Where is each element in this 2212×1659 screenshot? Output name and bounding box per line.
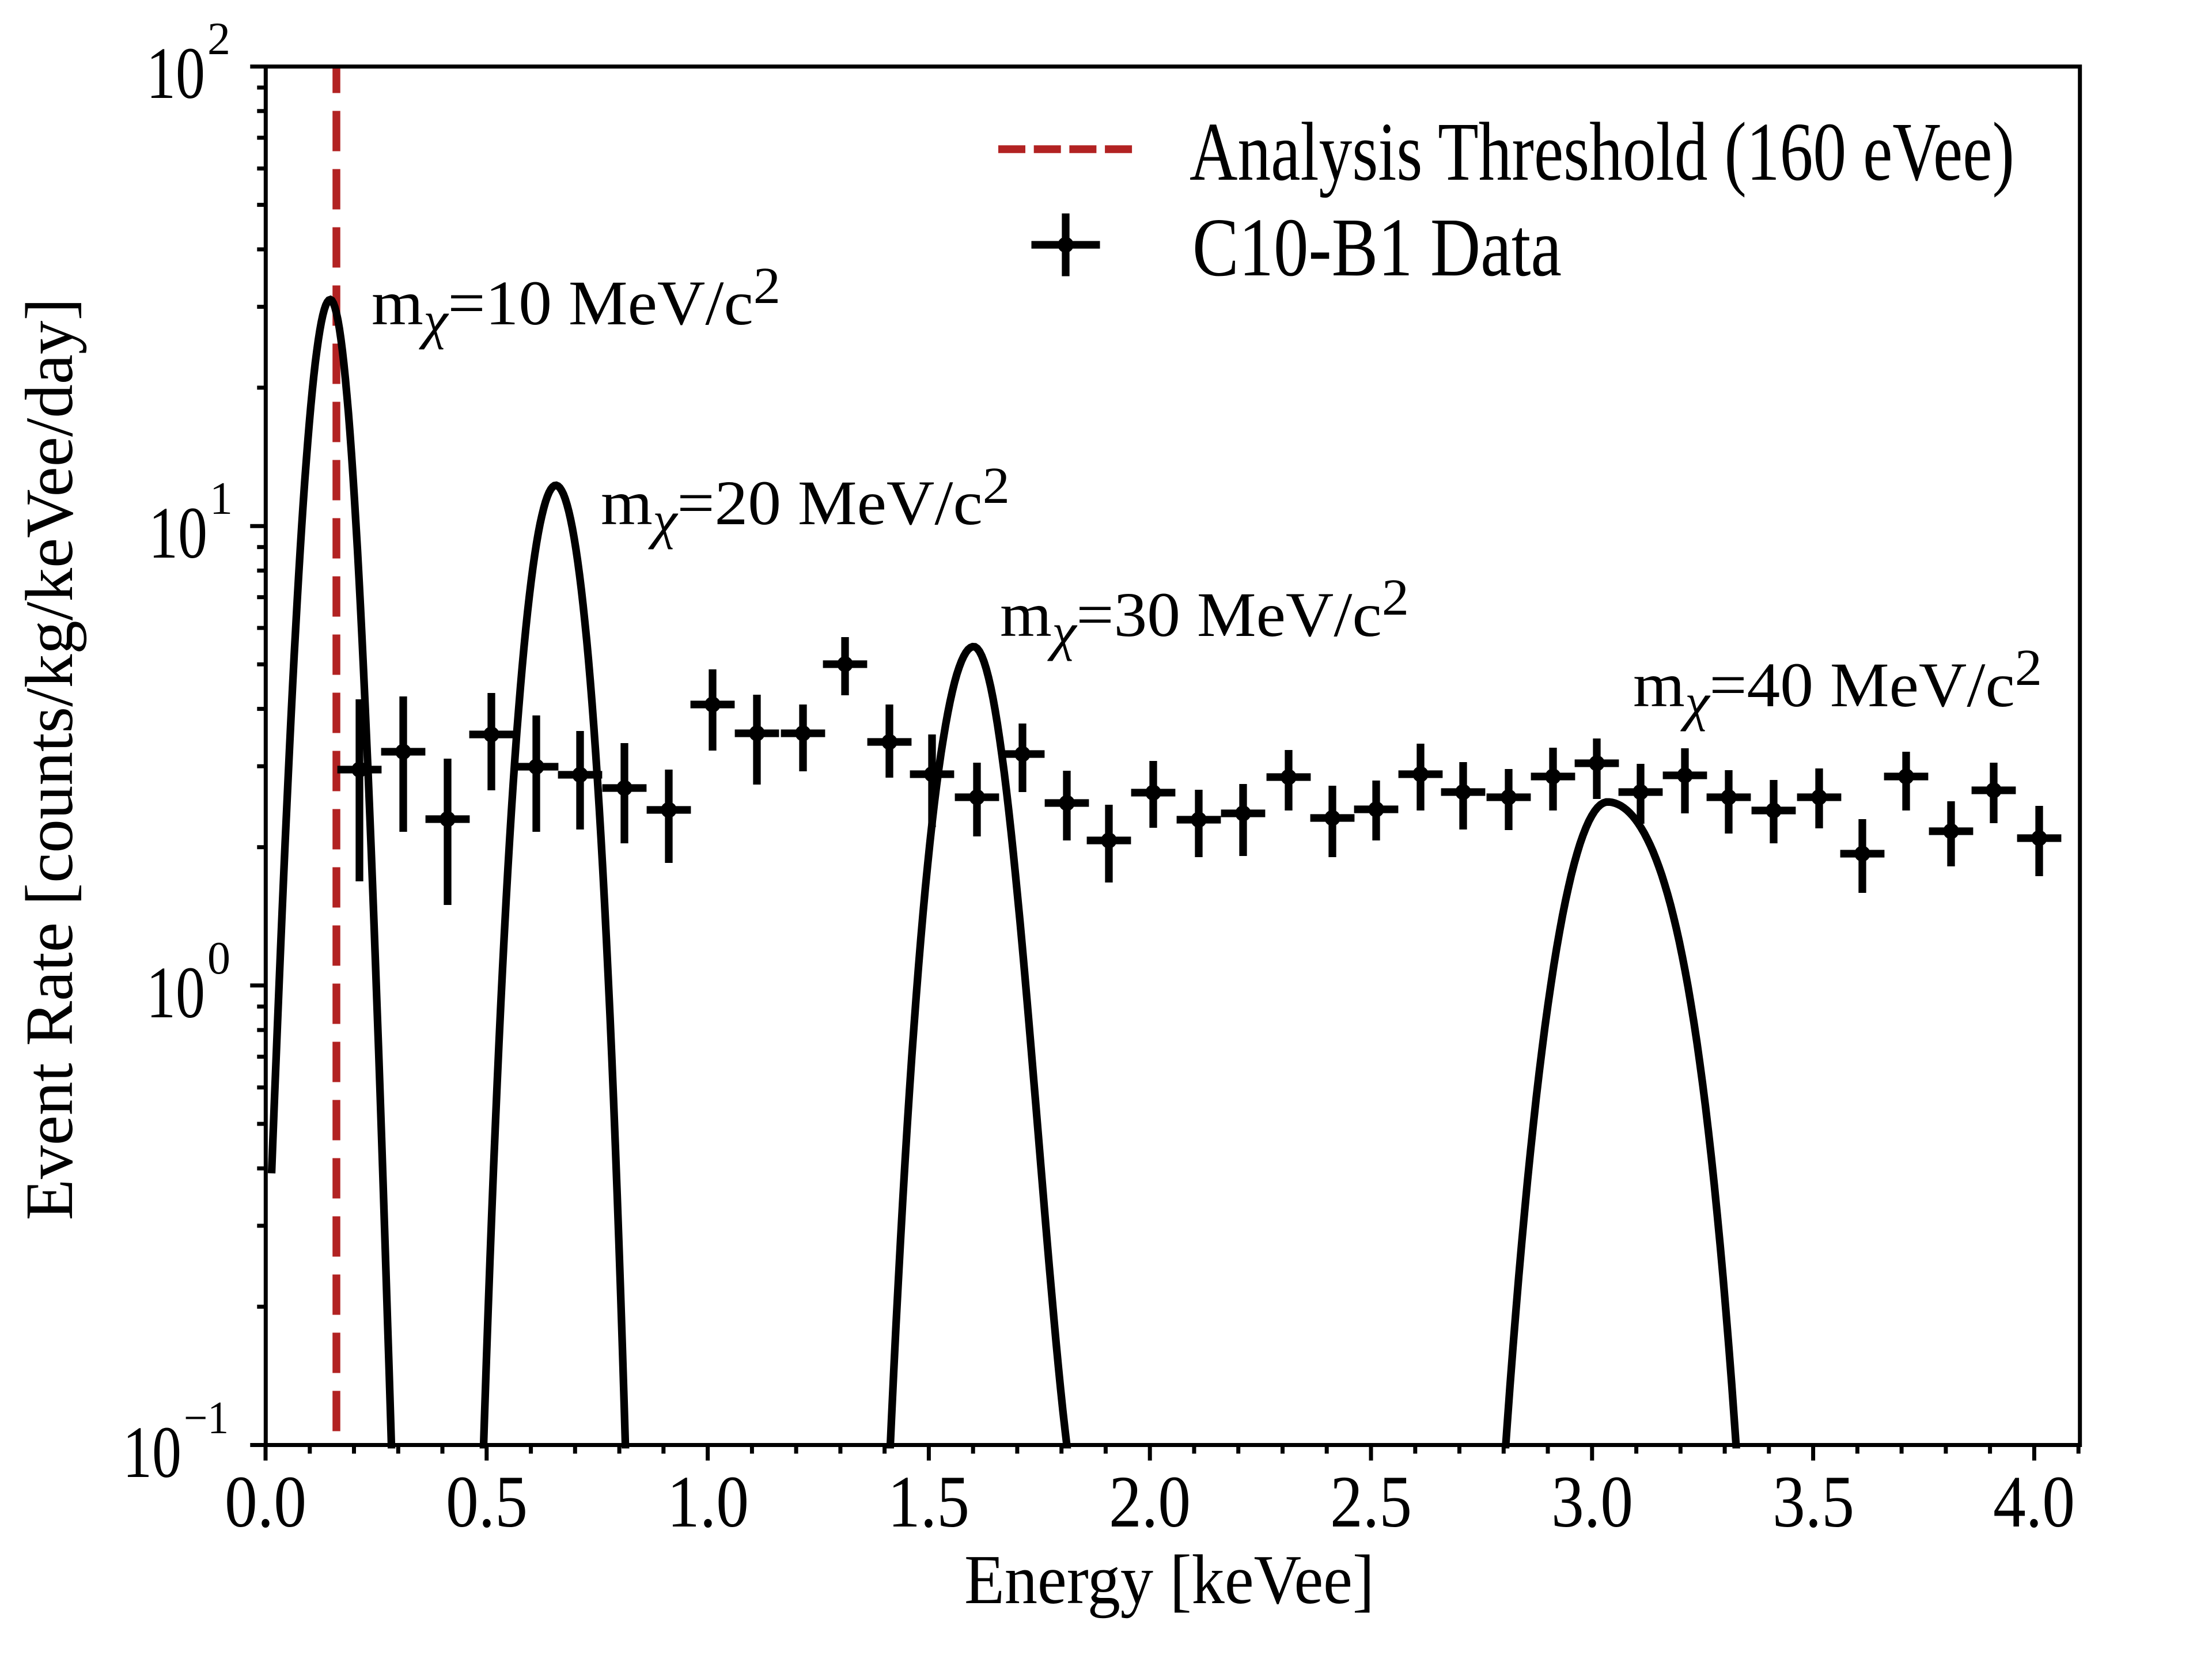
svg-text:2.0: 2.0 (1109, 1461, 1191, 1543)
svg-text:0: 0 (207, 933, 230, 984)
svg-text:10: 10 (146, 32, 205, 114)
svg-text:Event Rate [counts/kg/keVee/da: Event Rate [counts/kg/keVee/day] (12, 298, 87, 1221)
svg-text:2.5: 2.5 (1330, 1461, 1412, 1543)
svg-text:mχ=40 MeV/c2: mχ=40 MeV/c 2 (1633, 639, 2042, 732)
svg-text:2: 2 (207, 14, 230, 65)
svg-text:10: 10 (146, 952, 205, 1033)
svg-text:−1: −1 (184, 1393, 229, 1444)
svg-text:1.5: 1.5 (888, 1461, 969, 1543)
svg-text:0.5: 0.5 (446, 1461, 528, 1543)
svg-text:Energy [keVee]: Energy [keVee] (964, 1541, 1374, 1619)
svg-text:C10-B1 Data: C10-B1 Data (1192, 202, 1562, 294)
svg-text:3.5: 3.5 (1772, 1461, 1854, 1543)
svg-text:10: 10 (149, 492, 207, 574)
svg-text:4.0: 4.0 (1993, 1461, 2075, 1543)
svg-text:0.0: 0.0 (225, 1461, 306, 1543)
svg-text:1: 1 (210, 474, 233, 524)
svg-text:Analysis Threshold (160 eVee): Analysis Threshold (160 eVee) (1190, 106, 2014, 198)
svg-text:mχ=10 MeV/c2: mχ=10 MeV/c 2 (372, 257, 781, 350)
svg-text:3.0: 3.0 (1551, 1461, 1633, 1543)
svg-text:1.0: 1.0 (667, 1461, 749, 1543)
svg-text:10: 10 (123, 1411, 181, 1493)
svg-text:mχ=30 MeV/c2: mχ=30 MeV/c 2 (1000, 569, 1409, 661)
